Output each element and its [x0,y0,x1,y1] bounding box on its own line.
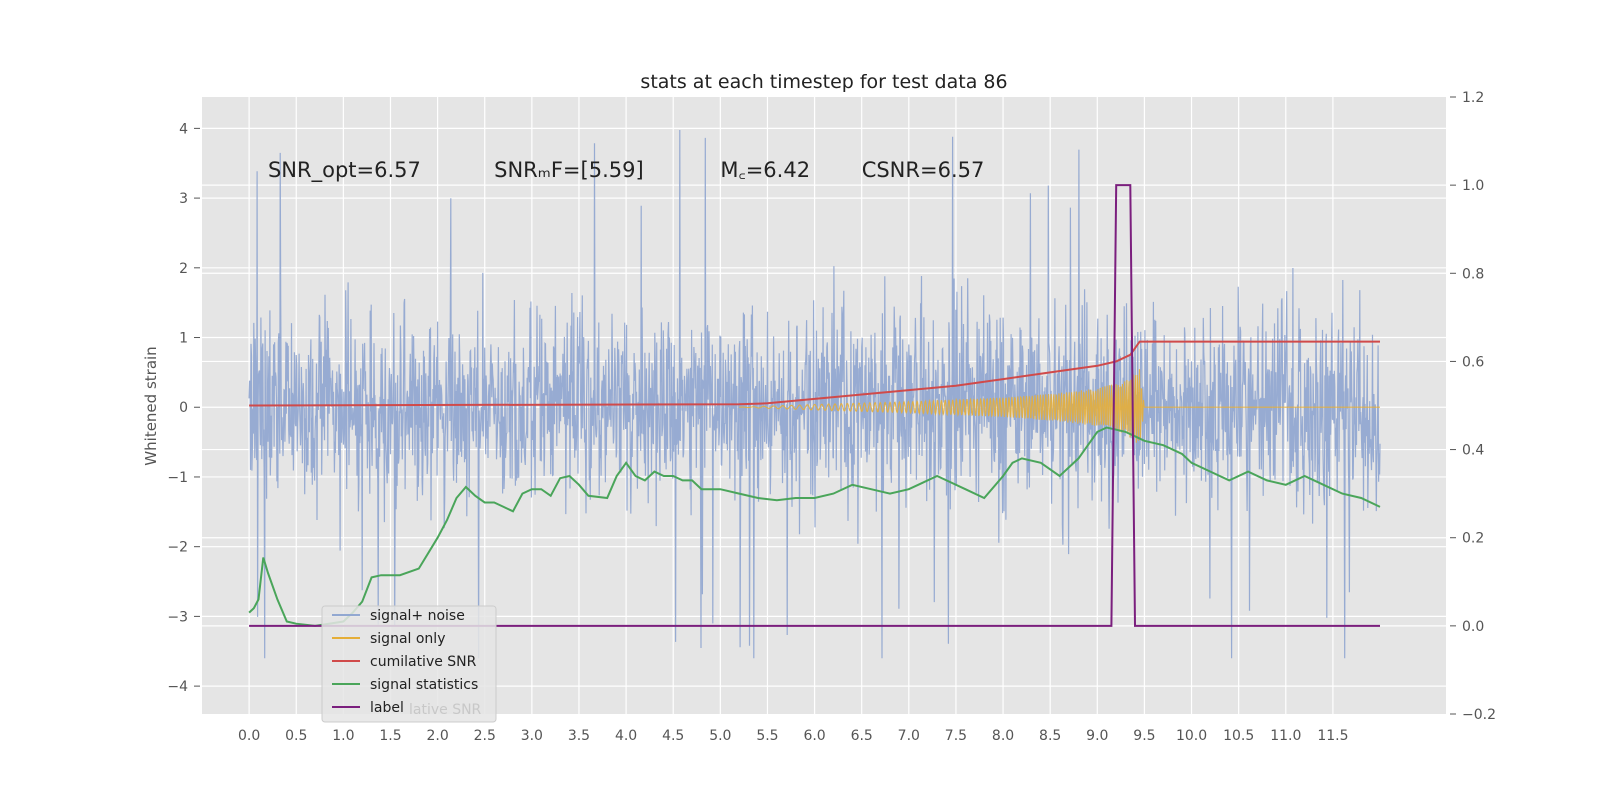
y-tick-label: 0 [179,400,188,416]
legend-entry: signal statistics [370,677,478,693]
y2-tick-label: 0.6 [1462,354,1484,370]
x-tick-label: 8.5 [1039,728,1061,744]
legend-entry: signal only [370,631,445,647]
x-tick-label: 2.5 [474,728,496,744]
y-tick-label: 4 [179,121,188,137]
chart-title: stats at each timestep for test data 86 [640,71,1007,93]
x-tick-label: 2.0 [426,728,448,744]
x-tick-label: 9.5 [1133,728,1155,744]
legend-entry: label [370,700,404,716]
annotation-text: SNRₘF=[5.59] [494,158,644,182]
y2-tick-label: 0.8 [1462,266,1484,282]
y-tick-label: −2 [167,540,188,556]
legend-ghost-text: lative SNR [409,702,482,718]
y2-tick-label: 0.4 [1462,443,1484,459]
x-tick-label: 11.0 [1270,728,1301,744]
y2-tick-label: 0.2 [1462,531,1484,547]
y-tick-label: 1 [179,331,188,347]
x-tick-label: 0.5 [285,728,307,744]
legend-box [321,605,497,723]
x-tick-label: 6.0 [803,728,825,744]
x-tick-label: 4.5 [662,728,684,744]
x-tick-label: 5.0 [709,728,731,744]
series-label [249,184,1380,627]
legend-entry: cumilative SNR [370,654,477,670]
y-tick-label: −3 [167,609,188,625]
y2-tick-label: 1.2 [1462,90,1484,106]
y2-tick-label: 1.0 [1462,178,1484,194]
y-tick-label: 3 [179,191,188,207]
x-tick-label: 9.0 [1086,728,1108,744]
annotation-text: SNR_opt=6.57 [268,158,421,183]
y-axis-label: Whitened strain [142,346,160,465]
annotation-text: CSNR=6.57 [862,158,985,182]
y-tick-label: 2 [179,261,188,277]
x-tick-label: 0.0 [238,728,260,744]
legend-entry: signal+ noise [370,608,465,624]
annotations: SNR_opt=6.57 SNRₘF=[5.59] M꜀=6.42 CSNR=6.57 [268,158,984,183]
x-tick-label: 1.5 [379,728,401,744]
x-tick-label: 3.5 [568,728,590,744]
x-tick-label: 7.5 [945,728,967,744]
x-tick-label: 1.0 [332,728,354,744]
x-tick-label: 11.5 [1317,728,1348,744]
x-tick-label: 5.5 [756,728,778,744]
x-tick-label: 3.0 [521,728,543,744]
x-tick-label: 8.0 [992,728,1014,744]
series-signal-only [739,369,1380,443]
y-tick-label: −4 [167,679,188,695]
x-tick-label: 10.5 [1223,728,1254,744]
series-signal-noise [248,129,1381,659]
y2-tick-label: −0.2 [1462,707,1496,723]
series-cumilative-snr [249,340,1380,407]
x-tick-label: 4.0 [615,728,637,744]
legend: lative SNR signal+ noise signal only cumil… [321,605,497,723]
x-tick-label: 7.0 [898,728,920,744]
y-tick-label: −1 [167,470,188,486]
annotation-text: M꜀=6.42 [720,158,810,182]
x-tick-label: 10.0 [1176,728,1207,744]
x-tick-label: 6.5 [851,728,873,744]
y2-tick-label: 0.0 [1462,619,1484,635]
ticks: 0.0 0.5 1.0 1.5 2.0 2.5 3.0 3.5 4.0 4.5 5.0 5.5 6.0 6… [167,90,1496,744]
series-layer [248,129,1381,659]
